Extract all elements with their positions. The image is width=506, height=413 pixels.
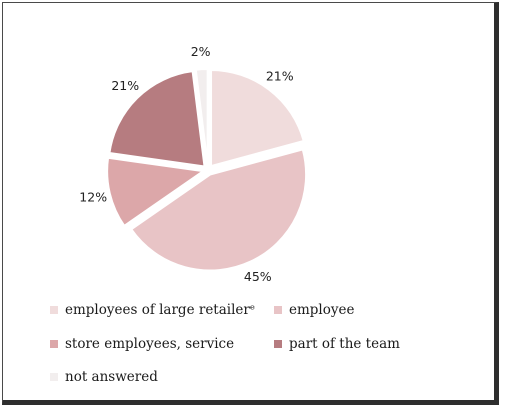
legend-swatch — [274, 306, 282, 314]
legend-item-employee: employee — [274, 300, 354, 320]
pct-label-employee: 45% — [244, 269, 272, 284]
legend-label: employees of large retailerᵉ — [65, 302, 256, 318]
slice-large-retailers — [210, 69, 305, 168]
legend-item-store-employees: store employees, service — [50, 334, 234, 354]
legend-label: not answered — [65, 369, 158, 385]
slice-part-of-team — [108, 70, 206, 168]
legend-label: part of the team — [289, 336, 400, 352]
legend-swatch — [274, 340, 282, 348]
legend-item-part-of-team: part of the team — [274, 334, 400, 354]
legend-item-not-answered: not answered — [50, 367, 158, 387]
slice-not-answered — [194, 68, 209, 166]
pct-label-part-of-team: 21% — [111, 78, 139, 93]
legend-swatch — [50, 306, 58, 314]
pie-labels: 21% 45% 12% 21% 2% — [79, 44, 293, 284]
slice-employee — [129, 148, 308, 272]
legend-label: store employees, service — [65, 336, 235, 352]
pie-slices — [106, 68, 308, 272]
legend-label: employee — [289, 302, 355, 318]
legend-swatch — [50, 340, 58, 348]
slice-store-employees — [106, 156, 206, 228]
legend-item-large-retailers: employees of large retailerᵉ — [50, 300, 255, 320]
pct-label-large-retailers: 21% — [266, 68, 294, 83]
legend-swatch — [50, 373, 58, 381]
pct-label-not-answered: 2% — [191, 44, 211, 59]
pct-label-store-employees: 12% — [79, 189, 107, 204]
